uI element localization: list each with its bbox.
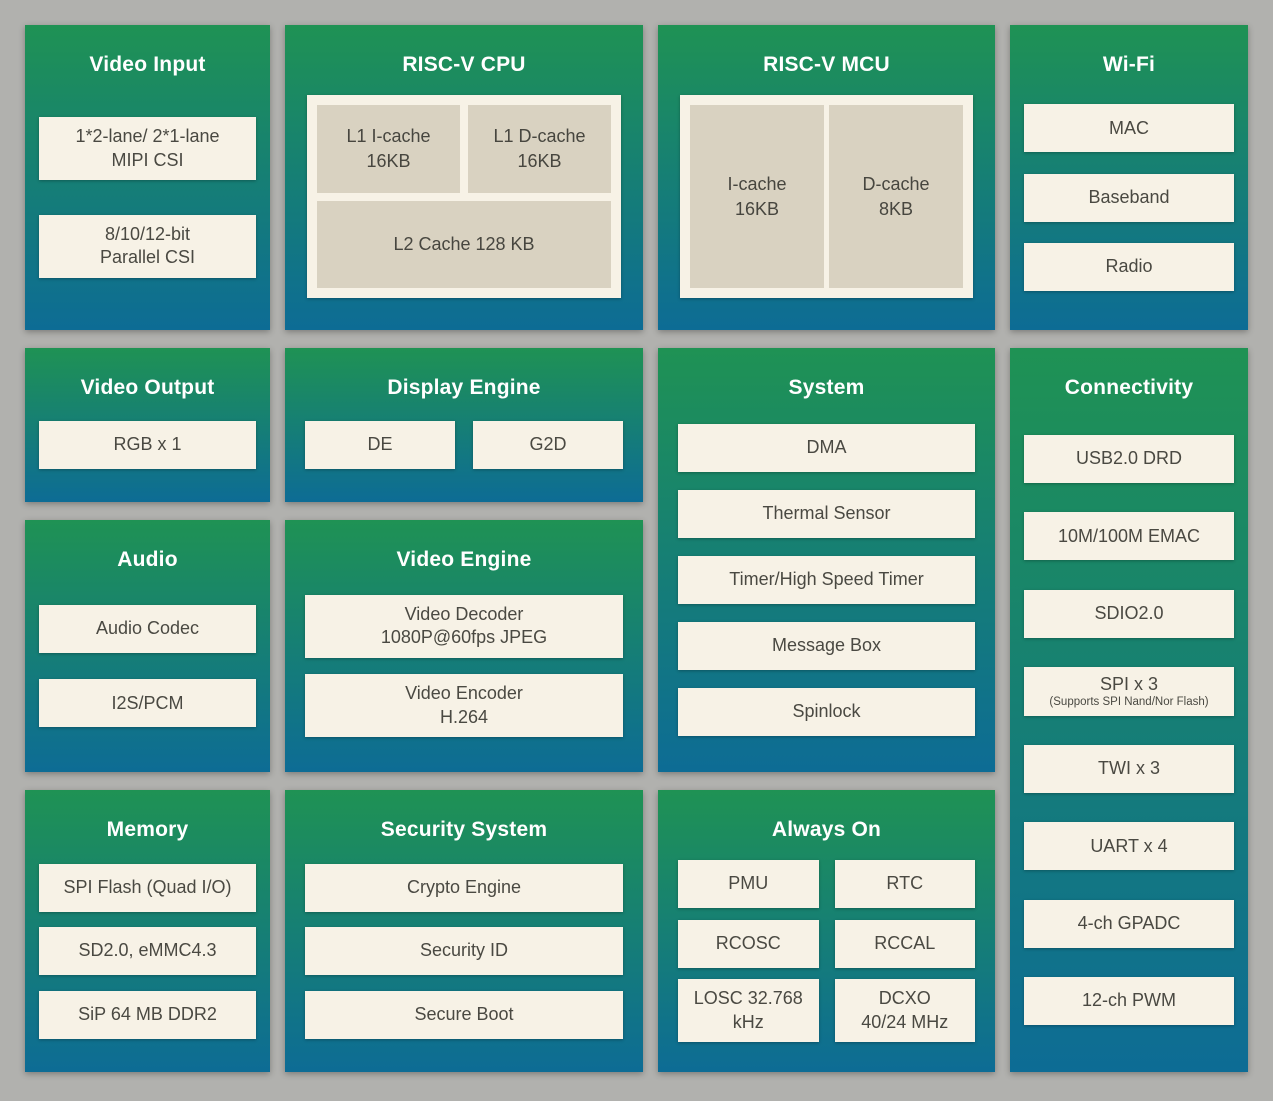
item-gpadc: 4-ch GPADC bbox=[1024, 899, 1234, 948]
item-losc: LOSC 32.768 kHz bbox=[678, 979, 819, 1043]
block-connectivity: Connectivity USB2.0 DRD 10M/100M EMAC SD… bbox=[1010, 348, 1248, 1072]
item-mcu-icache: I-cache 16KB bbox=[690, 105, 824, 288]
item-sdio: SDIO2.0 bbox=[1024, 589, 1234, 638]
column-4: Wi-Fi MAC Baseband Radio Connectivity US… bbox=[1010, 25, 1248, 1076]
block-video-engine: Video Engine Video Decoder 1080P@60fps J… bbox=[285, 520, 643, 772]
block-title-memory: Memory bbox=[106, 818, 189, 841]
item-message-box: Message Box bbox=[678, 622, 975, 670]
block-wifi: Wi-Fi MAC Baseband Radio bbox=[1010, 25, 1248, 330]
item-spi-sublabel: (Supports SPI Nand/Nor Flash) bbox=[1049, 696, 1209, 709]
audio-items: Audio Codec I2S/PCM bbox=[39, 578, 256, 754]
item-dma: DMA bbox=[678, 424, 975, 472]
item-spinlock: Spinlock bbox=[678, 688, 975, 736]
block-title-video-output: Video Output bbox=[80, 376, 215, 399]
block-video-input: Video Input 1*2-lane/ 2*1-lane MIPI CSI … bbox=[25, 25, 270, 330]
cpu-cache-container: L1 I-cache 16KB L1 D-cache 16KB L2 Cache… bbox=[307, 95, 621, 298]
video-output-items: RGB x 1 bbox=[39, 406, 256, 484]
video-input-items: 1*2-lane/ 2*1-lane MIPI CSI 8/10/12-bit … bbox=[39, 83, 256, 312]
item-video-encoder: Video Encoder H.264 bbox=[305, 674, 623, 738]
item-l1-dcache: L1 D-cache 16KB bbox=[468, 105, 611, 193]
block-title-video-engine: Video Engine bbox=[396, 548, 532, 571]
always-on-grid: PMU RTC RCOSC RCCAL LOSC 32.768 kHz DCXO… bbox=[678, 848, 975, 1054]
item-crypto-engine: Crypto Engine bbox=[305, 863, 623, 912]
item-spi-flash: SPI Flash (Quad I/O) bbox=[39, 863, 256, 912]
block-title-system: System bbox=[788, 376, 865, 399]
item-pmu: PMU bbox=[678, 859, 819, 908]
item-de: DE bbox=[305, 421, 455, 469]
item-secure-boot: Secure Boot bbox=[305, 990, 623, 1039]
column-2: RISC-V CPU L1 I-cache 16KB L1 D-cache 16… bbox=[285, 25, 643, 1076]
connectivity-items: USB2.0 DRD 10M/100M EMAC SDIO2.0 SPI x 3… bbox=[1024, 406, 1234, 1054]
block-title-video-input: Video Input bbox=[89, 53, 206, 76]
block-title-audio: Audio bbox=[117, 548, 178, 571]
block-title-security-system: Security System bbox=[380, 818, 548, 841]
item-g2d: G2D bbox=[473, 421, 623, 469]
item-spi: SPI x 3 (Supports SPI Nand/Nor Flash) bbox=[1024, 666, 1234, 716]
item-radio: Radio bbox=[1024, 242, 1234, 291]
item-sd-emmc: SD2.0, eMMC4.3 bbox=[39, 927, 256, 975]
system-items: DMA Thermal Sensor Timer/High Speed Time… bbox=[678, 406, 975, 754]
block-always-on: Always On PMU RTC RCOSC RCCAL LOSC 32.76… bbox=[658, 790, 995, 1072]
block-audio: Audio Audio Codec I2S/PCM bbox=[25, 520, 270, 772]
item-timer: Timer/High Speed Timer bbox=[678, 556, 975, 604]
memory-items: SPI Flash (Quad I/O) SD2.0, eMMC4.3 SiP … bbox=[39, 848, 256, 1054]
block-title-riscv-mcu: RISC-V MCU bbox=[763, 53, 890, 76]
item-rgb: RGB x 1 bbox=[39, 421, 256, 469]
column-3: RISC-V MCU I-cache 16KB D-cache 8KB Syst… bbox=[658, 25, 995, 1076]
item-uart: UART x 4 bbox=[1024, 822, 1234, 871]
block-security-system: Security System Crypto Engine Security I… bbox=[285, 790, 643, 1072]
item-usb: USB2.0 DRD bbox=[1024, 435, 1234, 484]
item-twi: TWI x 3 bbox=[1024, 745, 1234, 794]
display-engine-row: DE G2D bbox=[305, 421, 623, 469]
display-engine-items: DE G2D bbox=[305, 406, 623, 484]
item-rtc: RTC bbox=[834, 859, 975, 908]
item-sip-ddr2: SiP 64 MB DDR2 bbox=[39, 990, 256, 1039]
item-audio-codec: Audio Codec bbox=[39, 604, 256, 653]
item-l2-cache: L2 Cache 128 KB bbox=[317, 200, 611, 288]
item-emac: 10M/100M EMAC bbox=[1024, 512, 1234, 561]
item-mac: MAC bbox=[1024, 104, 1234, 153]
block-display-engine: Display Engine DE G2D bbox=[285, 348, 643, 502]
block-title-wifi: Wi-Fi bbox=[1102, 53, 1156, 76]
block-title-connectivity: Connectivity bbox=[1064, 376, 1194, 399]
mcu-cache-row: I-cache 16KB D-cache 8KB bbox=[690, 105, 963, 288]
item-rcosc: RCOSC bbox=[678, 919, 819, 968]
block-memory: Memory SPI Flash (Quad I/O) SD2.0, eMMC4… bbox=[25, 790, 270, 1072]
column-1: Video Input 1*2-lane/ 2*1-lane MIPI CSI … bbox=[25, 25, 270, 1076]
block-title-display-engine: Display Engine bbox=[387, 376, 541, 399]
item-mipi-csi: 1*2-lane/ 2*1-lane MIPI CSI bbox=[39, 117, 256, 181]
block-system: System DMA Thermal Sensor Timer/High Spe… bbox=[658, 348, 995, 772]
item-mcu-dcache: D-cache 8KB bbox=[829, 105, 963, 288]
item-thermal-sensor: Thermal Sensor bbox=[678, 490, 975, 538]
block-title-always-on: Always On bbox=[771, 818, 882, 841]
item-l1-icache: L1 I-cache 16KB bbox=[317, 105, 460, 193]
item-video-decoder: Video Decoder 1080P@60fps JPEG bbox=[305, 594, 623, 658]
item-dcxo: DCXO 40/24 MHz bbox=[834, 979, 975, 1043]
block-title-riscv-cpu: RISC-V CPU bbox=[402, 53, 526, 76]
item-baseband: Baseband bbox=[1024, 173, 1234, 222]
block-video-output: Video Output RGB x 1 bbox=[25, 348, 270, 502]
security-system-items: Crypto Engine Security ID Secure Boot bbox=[305, 848, 623, 1054]
item-pwm: 12-ch PWM bbox=[1024, 976, 1234, 1025]
mcu-cache-container: I-cache 16KB D-cache 8KB bbox=[680, 95, 973, 298]
item-rccal: RCCAL bbox=[834, 919, 975, 968]
block-riscv-cpu: RISC-V CPU L1 I-cache 16KB L1 D-cache 16… bbox=[285, 25, 643, 330]
block-riscv-mcu: RISC-V MCU I-cache 16KB D-cache 8KB bbox=[658, 25, 995, 330]
item-security-id: Security ID bbox=[305, 927, 623, 975]
wifi-items: MAC Baseband Radio bbox=[1024, 83, 1234, 312]
item-parallel-csi: 8/10/12-bit Parallel CSI bbox=[39, 214, 256, 278]
video-engine-items: Video Decoder 1080P@60fps JPEG Video Enc… bbox=[305, 578, 623, 754]
item-i2s-pcm: I2S/PCM bbox=[39, 679, 256, 728]
item-spi-label: SPI x 3 bbox=[1099, 673, 1159, 694]
cpu-l1-row: L1 I-cache 16KB L1 D-cache 16KB bbox=[317, 105, 611, 193]
